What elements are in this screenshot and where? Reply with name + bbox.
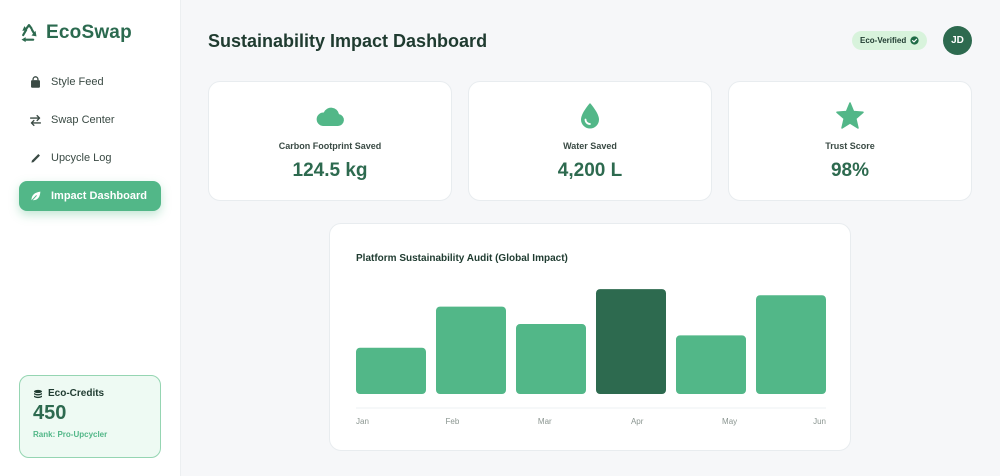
coins-icon bbox=[34, 389, 42, 398]
eco-verified-badge: Eco-Verified bbox=[852, 31, 928, 50]
x-tick-label: Jun bbox=[813, 417, 826, 426]
bar-jun[interactable] bbox=[756, 295, 826, 394]
leaf-icon bbox=[30, 191, 41, 202]
eco-credits-title-row: Eco-Credits bbox=[33, 388, 147, 399]
bar-chart: Jan Feb Mar Apr May Jun bbox=[356, 289, 826, 426]
water-drop-icon bbox=[581, 103, 599, 129]
x-tick-label: Mar bbox=[538, 417, 552, 426]
nav-item-style-feed[interactable]: Style Feed bbox=[19, 67, 161, 97]
stat-card-water: Water Saved 4,200 L bbox=[468, 81, 712, 201]
bag-icon bbox=[31, 75, 40, 88]
brand-name: EcoSwap bbox=[46, 22, 132, 43]
stat-label: Trust Score bbox=[825, 141, 875, 151]
bar-apr[interactable] bbox=[596, 289, 666, 394]
bar-feb[interactable] bbox=[436, 306, 506, 394]
chart-title: Platform Sustainability Audit (Global Im… bbox=[356, 253, 568, 264]
stat-value: 98% bbox=[830, 160, 870, 181]
bar-jan[interactable] bbox=[356, 347, 426, 394]
stat-value: 4,200 L bbox=[557, 160, 623, 181]
nav-item-label: Swap Center bbox=[51, 114, 115, 126]
eco-credits-title: Eco-Credits bbox=[48, 388, 105, 399]
x-tick-label: Apr bbox=[631, 417, 644, 426]
eco-credits-rank: Rank: Pro-Upcycler bbox=[33, 430, 108, 439]
nav-item-upcycle-log[interactable]: Upcycle Log bbox=[19, 143, 161, 173]
stat-label: Carbon Footprint Saved bbox=[278, 141, 382, 151]
page-title: Sustainability Impact Dashboard bbox=[208, 31, 488, 51]
nav-item-label: Impact Dashboard bbox=[51, 190, 147, 202]
sidebar: EcoSwap Style Feed Swap Center Upcycle L… bbox=[0, 0, 181, 476]
stat-value: 124.5 kg bbox=[292, 160, 368, 181]
eco-credits-card: Eco-Credits 450 Rank: Pro-Upcycler bbox=[19, 375, 161, 458]
star-icon bbox=[836, 102, 864, 129]
chart-card: Platform Sustainability Audit (Global Im… bbox=[329, 223, 851, 451]
avatar[interactable]: JD bbox=[943, 26, 972, 55]
nav-item-label: Upcycle Log bbox=[51, 152, 112, 164]
check-circle-icon bbox=[910, 36, 919, 45]
stat-card-carbon: Carbon Footprint Saved 124.5 kg bbox=[208, 81, 452, 201]
stat-card-trust: Trust Score 98% bbox=[728, 81, 972, 201]
nav-item-label: Style Feed bbox=[51, 76, 104, 88]
bar-may[interactable] bbox=[676, 335, 746, 394]
brand[interactable]: EcoSwap bbox=[19, 22, 132, 44]
nav-item-swap-center[interactable]: Swap Center bbox=[19, 105, 161, 135]
recycle-icon bbox=[21, 24, 37, 43]
x-tick-label: Feb bbox=[446, 417, 460, 426]
x-tick-label: Jan bbox=[356, 417, 369, 426]
nav-item-impact-dashboard[interactable]: Impact Dashboard bbox=[19, 181, 161, 211]
stat-label: Water Saved bbox=[563, 141, 617, 151]
pencil-icon bbox=[31, 153, 40, 163]
eco-credits-value: 450 bbox=[33, 402, 67, 424]
swap-arrows-icon bbox=[29, 114, 42, 126]
eco-verified-label: Eco-Verified bbox=[860, 36, 907, 45]
bar-mar[interactable] bbox=[516, 324, 586, 394]
cloud-icon bbox=[316, 107, 344, 126]
x-tick-label: May bbox=[722, 417, 737, 426]
